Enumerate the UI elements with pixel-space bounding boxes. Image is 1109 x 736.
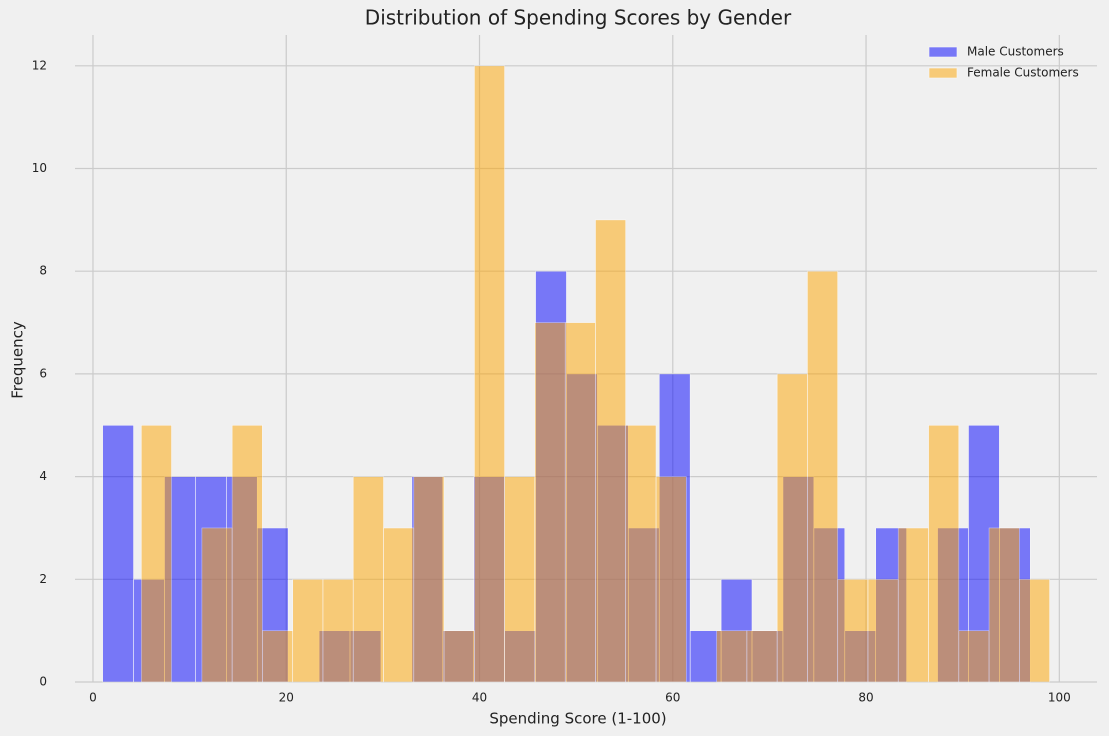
histogram-bar (322, 579, 354, 683)
histogram-bar (716, 630, 748, 683)
histogram-bar (928, 424, 960, 683)
x-tick-label: 20 (279, 691, 294, 705)
x-tick-label: 0 (89, 691, 97, 705)
y-tick-label: 8 (39, 264, 47, 278)
histogram-bar (689, 630, 722, 683)
histogram-bar (352, 476, 384, 683)
y-tick-label: 6 (39, 366, 47, 380)
histogram-bar (413, 476, 445, 683)
legend-label: Male Customers (967, 45, 1064, 59)
y-tick-label: 10 (32, 161, 47, 175)
histogram-bar (958, 630, 990, 683)
histogram-bar (1019, 579, 1050, 683)
histogram-bar (655, 476, 687, 683)
legend-label: Female Customers (967, 66, 1079, 80)
histogram-bar (625, 424, 657, 683)
y-axis-label: Frequency (9, 321, 27, 399)
histogram-bar (897, 527, 929, 683)
x-tick-label: 40 (472, 691, 487, 705)
histogram-bar (201, 527, 233, 683)
histogram-bar (443, 630, 475, 683)
histogram-bar (867, 579, 899, 683)
legend-swatch (928, 46, 958, 58)
y-tick-label: 12 (32, 58, 47, 72)
chart-title: Distribution of Spending Scores by Gende… (365, 6, 792, 30)
histogram-bar (837, 579, 869, 683)
histogram-bar (262, 630, 294, 683)
x-tick-label: 80 (858, 691, 873, 705)
x-tick-label: 100 (1048, 691, 1071, 705)
histogram-bar (383, 527, 415, 683)
histogram-bar (776, 373, 808, 683)
x-axis-label: Spending Score (1-100) (489, 710, 666, 728)
histogram-bar (807, 270, 839, 683)
y-tick-label: 2 (39, 572, 47, 586)
x-tick-label: 60 (665, 691, 680, 705)
y-tick-label: 4 (39, 469, 47, 483)
histogram-bar (595, 219, 627, 683)
y-tick-label: 0 (39, 675, 47, 689)
histogram-bar (504, 476, 536, 683)
histogram-bar (474, 65, 505, 683)
histogram-bar (564, 322, 596, 683)
histogram-bar (534, 322, 566, 683)
histogram-bar (292, 579, 324, 683)
histogram-bar (102, 424, 134, 683)
legend-swatch (928, 67, 958, 79)
histogram-bar (988, 527, 1020, 683)
histogram-bar (231, 424, 263, 683)
histogram-bar (746, 630, 778, 683)
histogram-bar (140, 424, 172, 683)
